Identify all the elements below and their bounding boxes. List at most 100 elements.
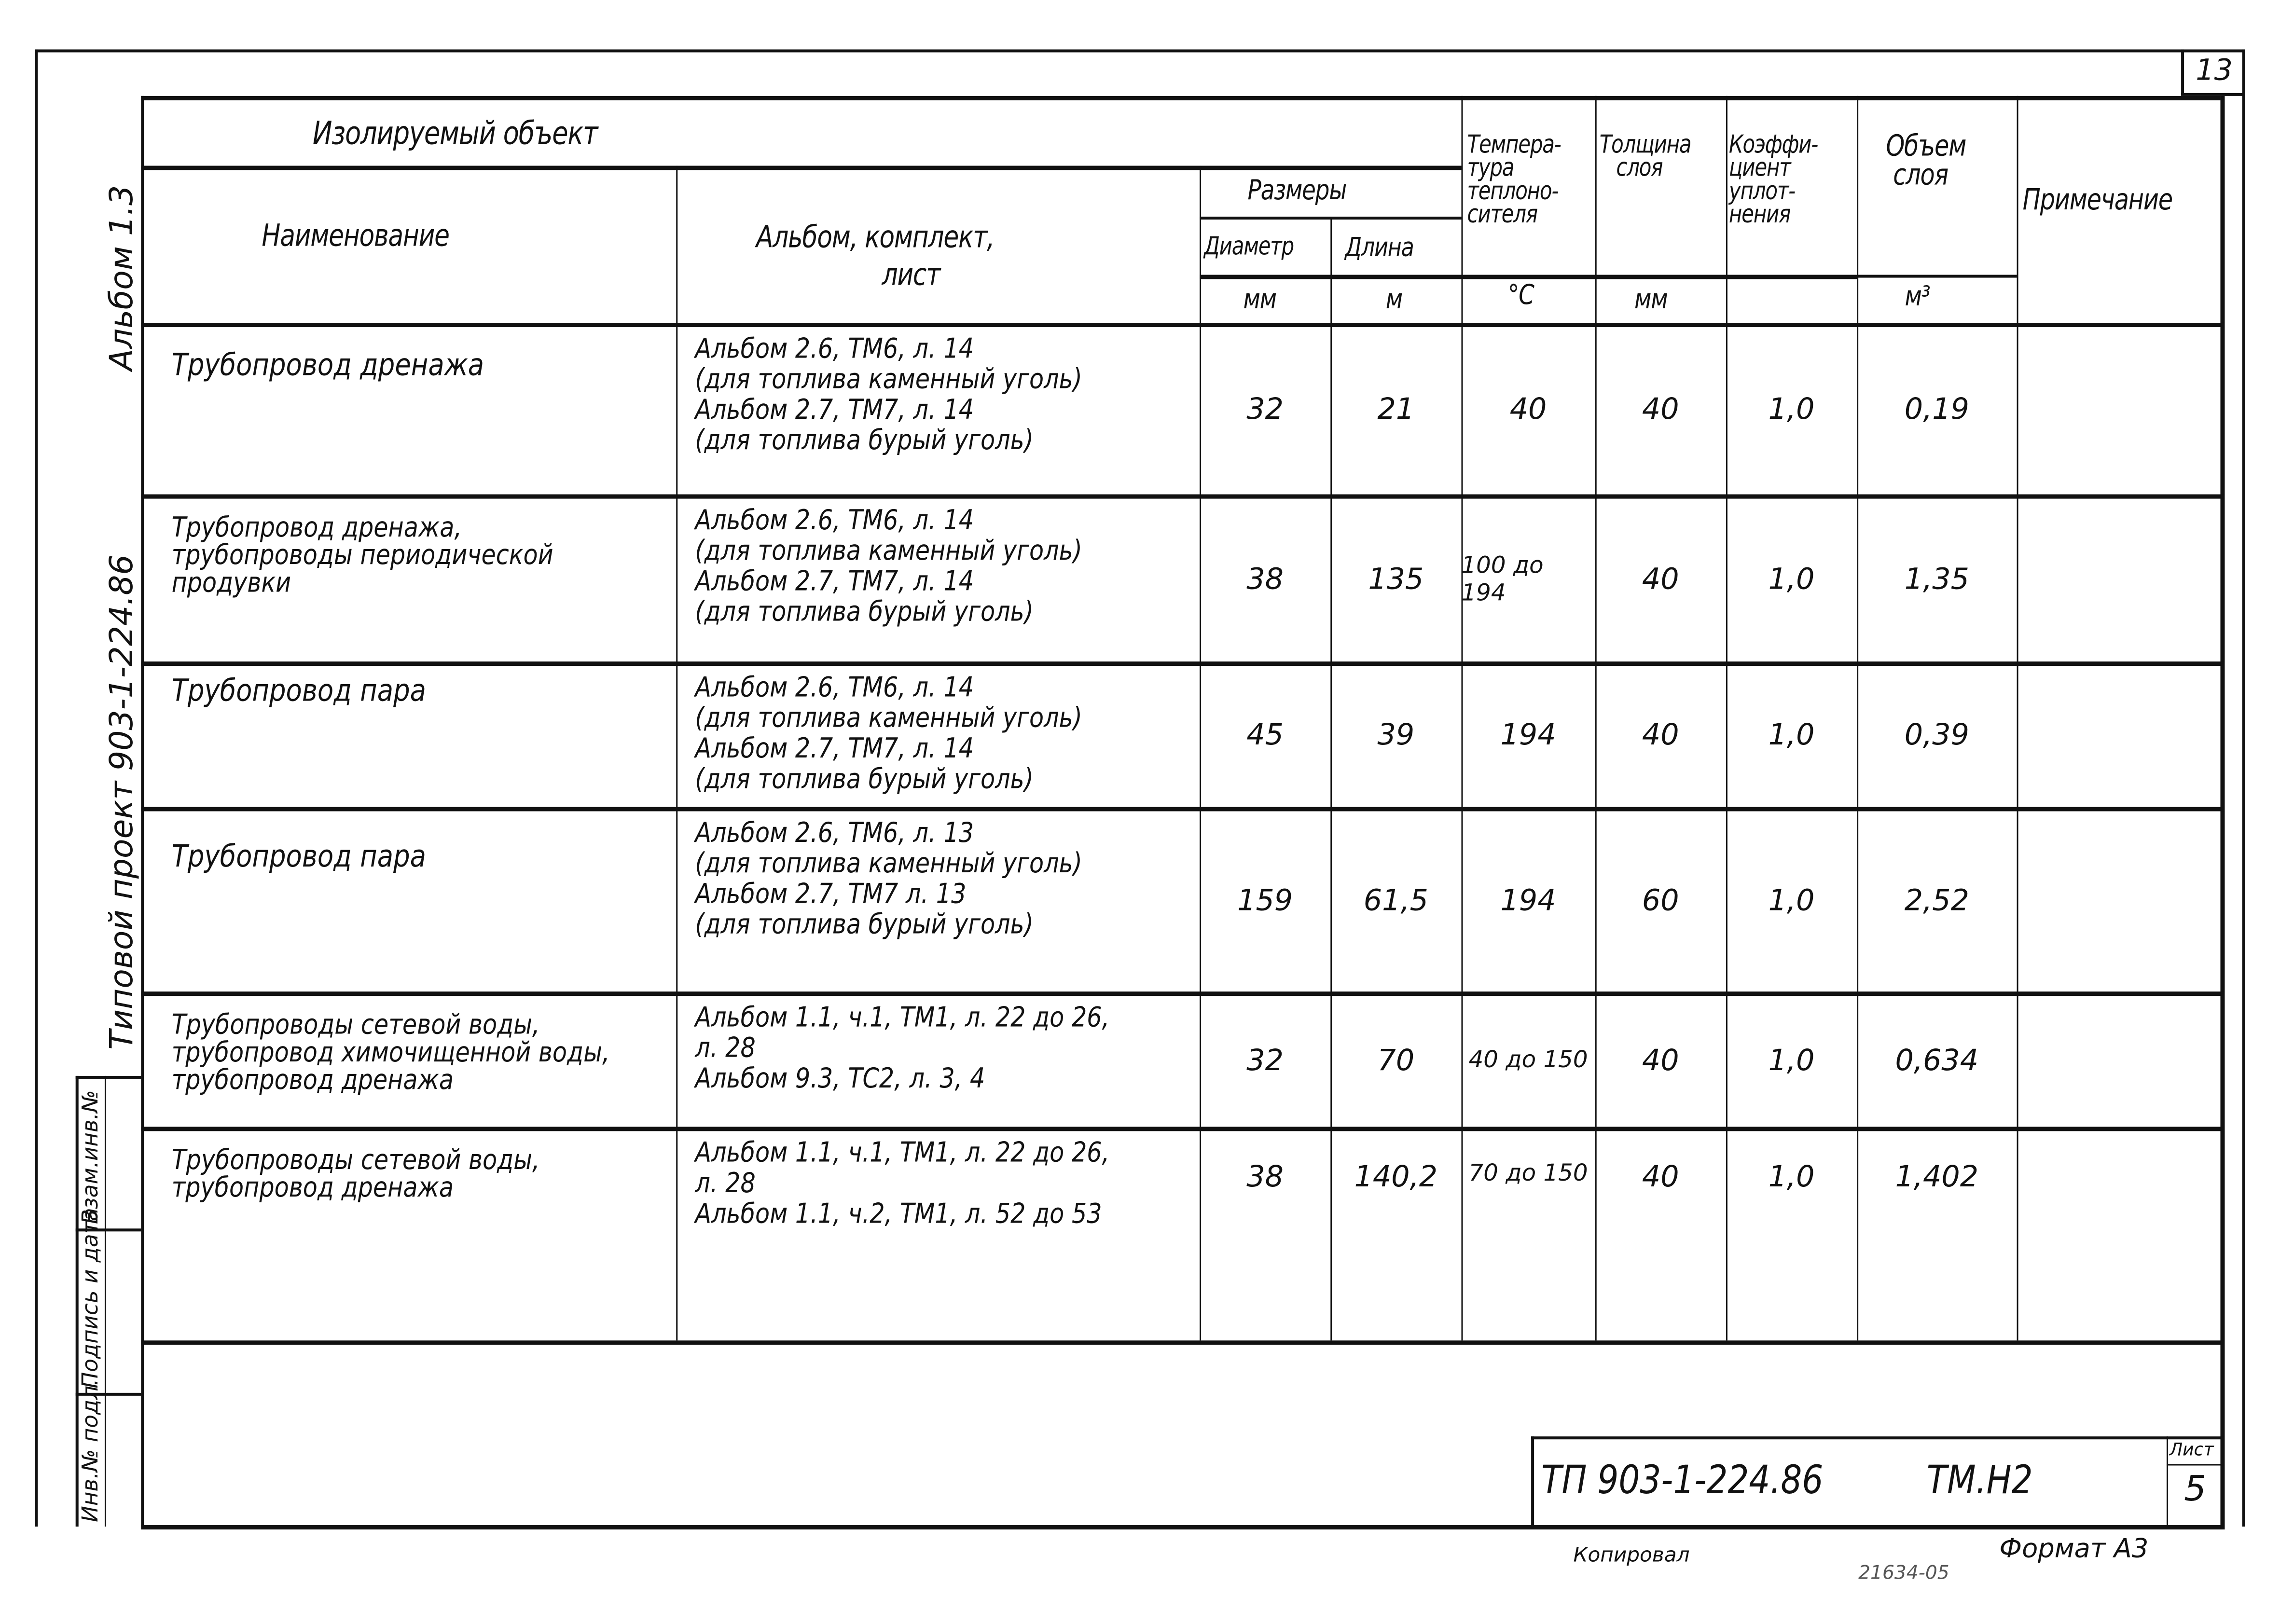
cell-note bbox=[2017, 495, 2221, 662]
cell-diameter: 38 bbox=[1246, 1158, 1284, 1194]
row-name-line: Трубопровод пара bbox=[171, 838, 426, 873]
frame-top bbox=[35, 49, 2245, 53]
cell-length: 140,2 bbox=[1354, 1158, 1438, 1194]
header-volume-line: Объем bbox=[1886, 128, 1966, 163]
row-name-line: Трубопровод дренажа bbox=[171, 347, 484, 383]
cell-temperature: 194 bbox=[1500, 716, 1556, 752]
stamp-field-inventory: Инв.№ подл. bbox=[77, 1378, 103, 1523]
header-temperature-line: Темпера- bbox=[1467, 131, 1561, 160]
table-line bbox=[1330, 216, 1332, 1341]
cell-thickness: 40 bbox=[1642, 1158, 1679, 1194]
stamp-divider bbox=[75, 1075, 141, 1079]
table-line bbox=[141, 1340, 2225, 1345]
stamp-divider bbox=[75, 1228, 141, 1232]
cell-temperature: 100 до 194 bbox=[1461, 550, 1544, 606]
drawing-mark: ТМ.Н2 bbox=[1926, 1458, 2033, 1503]
row-album-line: Альбом 2.7, ТМ7, л. 14 bbox=[695, 732, 974, 765]
project-label: Типовой проект 903-1-224.86 bbox=[104, 554, 141, 1050]
sheet-value: 5 bbox=[2184, 1468, 2207, 1509]
row-name: Трубопровод дренажа, трубопроводы периоди… bbox=[171, 511, 616, 599]
row-name-line: трубопроводы периодической bbox=[171, 539, 553, 572]
row-name-line: Трубопровод дренажа, bbox=[171, 511, 462, 544]
unit-diameter: мм bbox=[1243, 283, 1277, 316]
cell-diameter: 32 bbox=[1246, 391, 1284, 426]
row-album-line: (для топлива бурый уголь) bbox=[695, 596, 1034, 628]
title-block-left bbox=[1531, 1436, 1534, 1527]
header-thickness-line: слоя bbox=[1616, 154, 1663, 183]
table-line bbox=[1200, 275, 1857, 279]
row-album: Альбом 1.1, ч.1, ТМ1, л. 22 до 26, л. 28 А… bbox=[695, 1003, 1177, 1095]
table-line bbox=[141, 494, 2225, 499]
unit-volume: м³ bbox=[1905, 280, 1931, 313]
cell-volume: 1,402 bbox=[1895, 1158, 1979, 1194]
cell-note bbox=[2017, 323, 2221, 495]
row-album: Альбом 2.6, ТМ6, л. 14 (для топлива камен… bbox=[695, 673, 1145, 795]
cell-coefficient: 1,0 bbox=[1768, 1042, 1815, 1077]
cell-note bbox=[2017, 1127, 2221, 1340]
header-object-group: Изолируемый объект bbox=[312, 116, 598, 153]
header-album-line: лист bbox=[882, 257, 940, 292]
row-name-line: продувки bbox=[171, 567, 291, 599]
row-name: Трубопроводы сетевой воды, трубопровод др… bbox=[171, 1144, 600, 1204]
row-name-line: Трубопроводы сетевой воды, bbox=[171, 1009, 540, 1041]
cell-temperature: 70 до 150 bbox=[1468, 1158, 1588, 1186]
cell-diameter: 45 bbox=[1246, 716, 1284, 752]
cell-coefficient: 1,0 bbox=[1768, 560, 1815, 595]
table-line bbox=[141, 96, 2221, 100]
cell-volume: 0,39 bbox=[1904, 716, 1969, 752]
stamp-divider bbox=[104, 1075, 106, 1527]
title-block-sheet-divider bbox=[2166, 1436, 2168, 1527]
row-album: Альбом 2.6, ТМ6, л. 14 (для топлива камен… bbox=[695, 334, 1145, 456]
format-label: Формат А3 bbox=[1999, 1534, 2149, 1565]
table-line bbox=[1461, 96, 1463, 1341]
header-coefficient-line: уплот- bbox=[1728, 177, 1796, 206]
row-name-line: Трубопроводы сетевой воды, bbox=[171, 1144, 540, 1176]
cell-diameter: 159 bbox=[1237, 881, 1293, 917]
stamp-field-replace: Взам.инв.№ bbox=[77, 1090, 103, 1225]
row-album-line: (для топлива бурый уголь) bbox=[695, 424, 1034, 457]
row-album-line: Альбом 1.1, ч.1, ТМ1, л. 22 до 26, bbox=[695, 1002, 1110, 1034]
stamp-field-signature: Подпись и дата bbox=[77, 1208, 103, 1389]
row-name-line: трубопровод дренажа bbox=[171, 1171, 454, 1204]
cell-length: 135 bbox=[1368, 560, 1424, 595]
album-label: Альбом 1.3 bbox=[104, 185, 141, 371]
cell-volume: 0,634 bbox=[1895, 1042, 1979, 1077]
cell-note bbox=[2017, 807, 2221, 991]
cell-thickness: 60 bbox=[1642, 881, 1679, 917]
cell-length: 21 bbox=[1377, 391, 1415, 426]
header-volume-line: слоя bbox=[1893, 157, 1948, 192]
header-length: Длина bbox=[1345, 233, 1414, 263]
row-album-line: (для топлива каменный уголь) bbox=[695, 847, 1082, 880]
row-name-line: трубопровод дренажа bbox=[171, 1064, 454, 1097]
stamp-strip-left bbox=[75, 1075, 79, 1527]
header-volume: Объем слоя bbox=[1886, 131, 1966, 189]
row-name: Трубопроводы сетевой воды, трубопровод хи… bbox=[171, 1009, 681, 1097]
header-name: Наименование bbox=[262, 218, 450, 253]
row-album-line: (для топлива бурый уголь) bbox=[695, 763, 1034, 796]
cell-diameter: 38 bbox=[1246, 560, 1284, 595]
stamp-divider bbox=[75, 1392, 141, 1396]
cell-length: 61,5 bbox=[1363, 881, 1428, 917]
drawing-code: ТП 903-1-224.86 bbox=[1541, 1458, 1824, 1503]
sheet-number-box-bottom bbox=[2181, 93, 2245, 96]
frame-left bbox=[35, 49, 38, 1527]
row-album-line: (для топлива каменный уголь) bbox=[695, 702, 1082, 734]
row-name: Трубопровод пара bbox=[171, 838, 468, 873]
table-line bbox=[141, 1525, 2225, 1530]
sheet-number-box bbox=[2181, 49, 2184, 95]
cell-coefficient: 1,0 bbox=[1768, 716, 1815, 752]
row-album: Альбом 1.1, ч.1, ТМ1, л. 22 до 26, л. 28 А… bbox=[695, 1138, 1177, 1230]
row-name-line: Трубопровод пара bbox=[171, 673, 426, 708]
row-album-line: Альбом 2.6, ТМ6, л. 14 bbox=[695, 672, 974, 704]
row-album: Альбом 2.6, ТМ6, л. 14 (для топлива камен… bbox=[695, 505, 1145, 628]
cell-thickness: 40 bbox=[1642, 391, 1679, 426]
header-thickness: Толщина слоя bbox=[1600, 133, 1692, 183]
frame-right bbox=[2242, 49, 2245, 1527]
cell-coefficient: 1,0 bbox=[1768, 1158, 1815, 1194]
header-temperature-line: сителя bbox=[1467, 200, 1538, 230]
table-line bbox=[141, 322, 2225, 328]
title-block-top bbox=[1531, 1436, 2225, 1440]
row-album-line: Альбом 2.6, ТМ6, л. 14 bbox=[695, 333, 974, 365]
cell-volume: 1,35 bbox=[1904, 560, 1969, 595]
table-line bbox=[1726, 96, 1727, 1341]
